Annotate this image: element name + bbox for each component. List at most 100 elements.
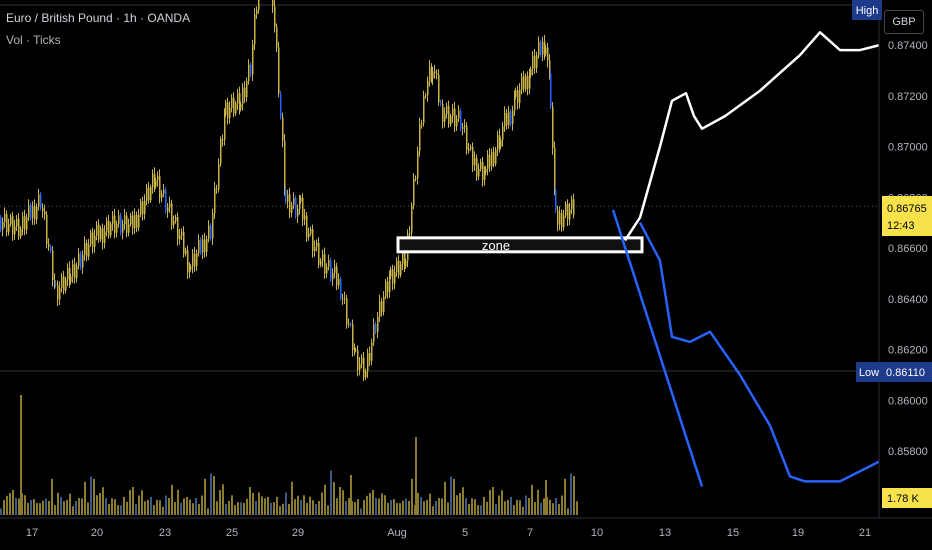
candle-body [6,213,8,233]
candle-body [493,152,495,164]
x-tick-label: 10 [591,527,603,539]
candle-body [4,213,6,222]
candle-body [563,215,565,228]
candle-body [514,96,516,111]
candle-body [550,73,552,107]
volume-bar [342,490,344,515]
candle-body [314,246,316,252]
volume-bar [225,504,227,515]
candle-body [173,221,175,226]
candle-body [419,124,421,152]
volume-bar [477,505,479,515]
volume-bar [201,495,203,515]
candle-body [136,215,138,228]
candle-body [336,266,338,286]
candle-body [90,232,92,245]
candle-body [545,47,547,55]
candle-body [104,231,106,243]
candle-body [350,324,352,326]
volume-bar [291,481,293,515]
volume-bar [447,502,449,515]
volume-bar [114,499,116,515]
candle-body [322,254,324,261]
candle-body [326,266,328,274]
candle-body [444,114,446,122]
volume-bar [162,506,164,515]
candle-body [48,243,50,248]
candle-body [57,285,59,300]
candle-body [557,210,559,225]
candle-body [183,231,185,254]
candle-body [387,281,389,293]
candle-body [332,272,334,280]
volume-indicator-label[interactable]: Vol · Ticks [6,33,61,47]
candle-body [179,235,181,240]
volume-bar [378,498,380,515]
candle-body [8,224,10,233]
volume-bar [258,492,260,515]
volume-bar [390,499,392,515]
symbol-title[interactable]: Euro / British Pound · 1h · OANDA [6,11,191,25]
candle-body [415,177,417,179]
candle-body [82,255,84,268]
volume-bar [15,498,17,515]
candle-body [59,287,61,300]
candle-body [46,214,48,244]
forecast-blue-line [611,209,704,487]
candle-body [320,260,322,265]
volume-bar [318,501,320,515]
volume-bar [372,490,374,515]
candle-body [381,301,383,312]
volume-bar [471,498,473,515]
volume-bar [123,496,125,515]
low-badge-label: Low [859,367,879,379]
volume-bar [213,476,215,515]
candle-body [69,267,71,283]
volume-bar [0,508,2,515]
x-tick-label: 19 [792,527,804,539]
candle-body [24,216,26,230]
candle-body [330,260,332,280]
candle-body [222,139,224,141]
candle-body [252,44,254,75]
candle-body [466,125,468,151]
candle-body [218,164,220,190]
candle-body [500,139,502,148]
chart-header: Euro / British Pound · 1h · OANDA Vol · … [6,11,190,47]
candle-body [547,47,549,61]
volume-bar [228,501,230,515]
currency-button[interactable]: GBP [884,10,924,34]
candle-body [478,168,480,177]
candle-body [534,55,536,69]
candle-body [342,298,344,300]
volume-bar [57,492,59,515]
high-badge [852,0,882,20]
candle-body [561,212,563,228]
volume-bar [177,489,179,515]
candle-body [289,194,291,213]
candle-body [42,207,44,212]
volume-badge [882,488,932,508]
candle-body [402,252,404,264]
low-price-badge [882,362,932,382]
volume-bar [561,495,563,515]
volume-bar [411,478,413,515]
candle-body [450,116,452,125]
volume-bar [51,478,53,515]
candle-body [169,203,171,208]
volume-bar [438,498,440,515]
volume-bar [231,495,233,515]
volume-bar [243,502,245,515]
x-tick-label: 20 [91,527,103,539]
candle-body [375,324,377,332]
candle-body [157,175,159,180]
volume-bar [84,481,86,515]
candle-body [442,103,444,122]
candle-body [302,197,304,220]
volume-bar [492,487,494,515]
volume-bar [387,502,389,515]
volume-bar [267,496,269,515]
candle-body [65,279,67,291]
candle-body [544,41,546,55]
